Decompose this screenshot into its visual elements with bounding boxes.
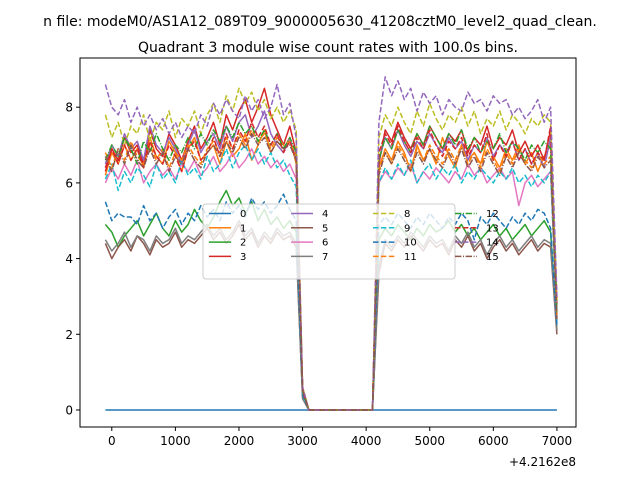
legend-label-14: 14	[486, 238, 499, 249]
x-tick-label: 1000	[160, 434, 191, 448]
y-tick-label: 8	[65, 101, 73, 115]
y-tick-label: 0	[65, 403, 73, 417]
x-tick-label: 7000	[542, 434, 573, 448]
x-offset-label: +4.2162e8	[509, 455, 576, 469]
axes-frame	[79, 57, 577, 428]
y-axis: 0 2 4 6 8	[65, 101, 80, 417]
legend-label-4: 4	[322, 209, 328, 220]
x-tick-label: 5000	[414, 434, 445, 448]
x-tick-label: 3000	[287, 434, 318, 448]
legend-label-10: 10	[404, 238, 417, 249]
chart-title: Quadrant 3 module wise count rates with …	[138, 40, 518, 56]
legend-label-6: 6	[322, 238, 328, 249]
legend-label-9: 9	[404, 223, 410, 234]
legend-label-12: 12	[486, 209, 499, 220]
legend-label-5: 5	[322, 223, 328, 234]
legend-label-2: 2	[240, 238, 246, 249]
legend-label-7: 7	[322, 252, 328, 263]
x-tick-label: 4000	[351, 434, 382, 448]
legend-label-3: 3	[240, 252, 246, 263]
legend-label-13: 13	[486, 223, 499, 234]
y-tick-label: 4	[65, 252, 73, 266]
series-line-10	[104, 193, 558, 411]
plot-area: 0 1000 2000 3000 4000 5000 6000 7000 0 2 4 6 8	[65, 76, 572, 448]
legend-label-0: 0	[240, 209, 246, 220]
figure-suptitle: n file: modeM0/AS1A12_089T09_9000005630_…	[43, 14, 597, 30]
x-tick-label: 0	[108, 434, 116, 448]
series-line-15	[104, 132, 558, 411]
x-axis: 0 1000 2000 3000 4000 5000 6000 7000	[108, 427, 572, 448]
legend-label-11: 11	[404, 252, 417, 263]
series-lines	[104, 76, 558, 411]
x-tick-label: 2000	[224, 434, 255, 448]
legend-label-8: 8	[404, 209, 410, 220]
legend-label-15: 15	[486, 252, 499, 263]
x-tick-label: 6000	[478, 434, 509, 448]
legend-label-1: 1	[240, 223, 246, 234]
y-tick-label: 2	[65, 328, 73, 342]
y-tick-label: 6	[65, 176, 73, 190]
